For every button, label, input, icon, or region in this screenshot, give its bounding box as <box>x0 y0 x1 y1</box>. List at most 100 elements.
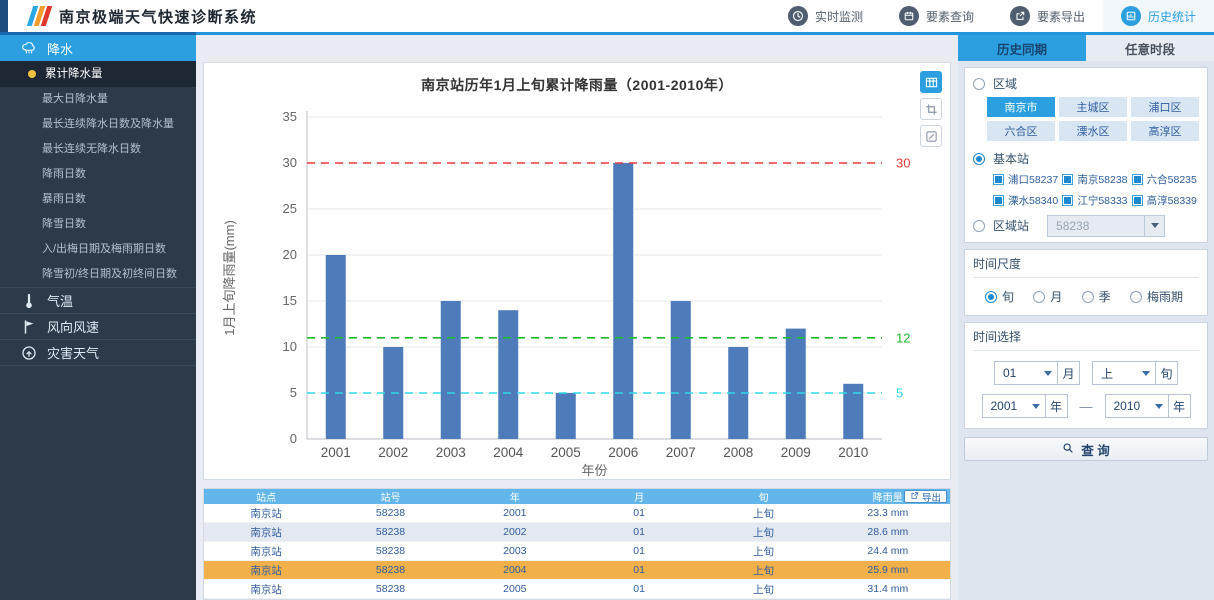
station-checkbox-nanjing-58238[interactable]: 南京58238 <box>1062 172 1129 187</box>
table-cell: 2003 <box>503 545 527 557</box>
table-column-header: 站点 <box>256 493 277 504</box>
sidebar-item-meiyu-dates[interactable]: 入/出梅日期及梅雨期日数 <box>42 243 167 255</box>
chart-toolbar <box>920 71 942 147</box>
table-row[interactable]: 南京站 58238 2004 01 上旬 25.9 mm <box>204 561 950 580</box>
period-select[interactable]: 上 旬 <box>1092 361 1178 385</box>
station-label: 江宁58333 <box>1077 195 1128 207</box>
region-radio[interactable] <box>973 77 985 90</box>
year-from-select[interactable]: 2001 年 <box>981 394 1068 418</box>
region-button-main-city[interactable]: 主城区 <box>1059 97 1127 117</box>
chart-title: 南京站历年1月上旬累计降雨量（2001-2010年） <box>421 77 733 93</box>
crop-icon <box>925 103 938 116</box>
sidebar-item-rain-days[interactable]: 降雨日数 <box>42 168 86 180</box>
table-export-label: 导出 <box>921 492 941 504</box>
sidebar-section-temperature[interactable]: 气温 <box>0 287 196 313</box>
sidebar-section-disaster-weather[interactable]: 灾害天气 <box>0 339 196 365</box>
tab-history-period[interactable]: 历史同期 <box>958 35 1086 61</box>
chevron-down-icon <box>1150 403 1168 409</box>
checkbox-icon <box>1131 174 1143 185</box>
table-row[interactable]: 南京站 58238 2005 01 上旬 31.4 mm <box>204 580 950 599</box>
month-select[interactable]: 01 月 <box>994 361 1080 385</box>
month-unit-label: 月 <box>1057 362 1079 384</box>
table-cell: 上旬 <box>752 564 774 577</box>
sidebar-section-precipitation[interactable]: 降水 <box>0 35 196 61</box>
sidebar-item-longest-consecutive-precip-days[interactable]: 最长连续降水日数及降水量 <box>42 118 174 130</box>
radio-icon <box>1081 290 1094 303</box>
edit-icon <box>925 130 938 143</box>
table-cell: 58238 <box>375 564 406 576</box>
query-button-label: 查 询 <box>1081 443 1110 458</box>
time-scale-radio-xun[interactable]: 旬 <box>985 288 1014 305</box>
sidebar-item-longest-no-precip-days[interactable]: 最长连续无降水日数 <box>42 143 141 155</box>
table-cell: 南京站 <box>250 507 282 520</box>
svg-text:年份: 年份 <box>581 463 607 477</box>
table-row[interactable]: 南京站 58238 2001 01 上旬 23.3 mm <box>204 504 950 523</box>
svg-text:5: 5 <box>290 385 297 400</box>
nav-realtime-monitor[interactable]: 实时监测 <box>770 0 881 32</box>
table-row[interactable]: 南京站 58238 2002 01 上旬 28.6 mm <box>204 523 950 542</box>
table-cell: 南京站 <box>250 583 282 596</box>
sidebar-item-snow-days[interactable]: 降雪日数 <box>42 218 86 230</box>
chevron-down-icon <box>1137 370 1155 376</box>
svg-text:2002: 2002 <box>378 445 408 460</box>
chart-table-toggle-button[interactable] <box>920 71 942 93</box>
radio-icon <box>985 290 997 303</box>
table-cell: 南京站 <box>250 545 282 558</box>
station-checkbox-pukou-58237[interactable]: 浦口58237 <box>993 172 1060 187</box>
svg-text:2007: 2007 <box>666 445 696 460</box>
chevron-down-icon <box>1144 215 1164 236</box>
checkbox-icon <box>1131 195 1143 206</box>
region-button-gaochun-district[interactable]: 高淳区 <box>1131 121 1199 141</box>
station-checkbox-lishui-58340[interactable]: 溧水58340 <box>993 193 1060 208</box>
regional-station-select[interactable]: 58238 <box>1047 214 1166 237</box>
table-cell: 01 <box>633 507 645 519</box>
header-strip-left <box>0 32 196 35</box>
station-label: 六合58235 <box>1146 174 1197 186</box>
table-export-button[interactable]: 导出 <box>903 490 947 504</box>
table-cell: 南京站 <box>250 526 282 539</box>
month-select-value: 01 <box>1003 366 1017 380</box>
region-button-nanjing-city[interactable]: 南京市 <box>987 97 1055 117</box>
table-cell: 上旬 <box>752 526 774 539</box>
regional-station-radio[interactable] <box>973 219 985 232</box>
station-checkbox-gaochun-58339[interactable]: 高淳58339 <box>1131 193 1199 208</box>
region-button-pukou-district[interactable]: 浦口区 <box>1131 97 1199 117</box>
station-checkbox-luhe-58235[interactable]: 六合58235 <box>1131 172 1199 187</box>
tab-custom-period[interactable]: 任意时段 <box>1086 35 1214 61</box>
time-scale-radio-season[interactable]: 季 <box>1081 288 1111 305</box>
basic-station-radio[interactable] <box>973 152 985 165</box>
nav-element-query[interactable]: 要素查询 <box>881 0 992 32</box>
table-column-header: 年 <box>509 493 520 504</box>
region-options: 南京市 主城区 浦口区六合区 溧水区 高淳区 <box>973 94 1199 148</box>
region-button-luhe-district[interactable]: 六合区 <box>987 121 1055 141</box>
regional-station-select-value: 58238 <box>1056 218 1090 233</box>
nav-element-export[interactable]: 要素导出 <box>992 0 1103 32</box>
sidebar-section-wind-direction-speed[interactable]: 风向风速 <box>0 313 196 339</box>
time-scale-label: 季 <box>1098 290 1111 304</box>
time-scale-radio-meiyu-period[interactable]: 梅雨期 <box>1129 288 1183 305</box>
table-row[interactable]: 南京站 58238 2003 01 上旬 24.4 mm <box>204 542 950 561</box>
svg-text:5: 5 <box>896 386 903 401</box>
year-to-select[interactable]: 2010 年 <box>1104 394 1191 418</box>
sidebar-item-cumulative-precipitation[interactable]: 累计降水量 <box>0 61 196 87</box>
sidebar-section-label: 灾害天气 <box>47 346 100 361</box>
station-checkbox-jiangning-58333[interactable]: 江宁58333 <box>1062 193 1129 208</box>
svg-text:30: 30 <box>896 156 910 171</box>
sidebar-item-snow-first-last-dates[interactable]: 降雪初/终日期及初终间日数 <box>42 268 178 280</box>
table-cell: 2001 <box>503 507 527 519</box>
sidebar-item-rainstorm-days[interactable]: 暴雨日数 <box>42 193 86 205</box>
time-scale-title: 时间尺度 <box>973 255 1199 278</box>
chart-edit-button[interactable] <box>920 125 942 147</box>
chart-zoom-button[interactable] <box>920 98 942 120</box>
query-button[interactable]: 查 询 <box>964 437 1208 461</box>
radio-icon <box>1129 290 1142 303</box>
svg-text:1月上旬降雨量(mm): 1月上旬降雨量(mm) <box>222 220 237 336</box>
time-scale-radio-month[interactable]: 月 <box>1033 288 1062 305</box>
region-button-lishui-district[interactable]: 溧水区 <box>1059 121 1127 141</box>
nav-history-stats[interactable]: 历史统计 <box>1102 0 1214 32</box>
svg-text:25: 25 <box>283 201 297 216</box>
time-scale-label: 月 <box>1050 290 1063 304</box>
search-icon <box>1062 442 1074 457</box>
sidebar-item-max-daily-precipitation[interactable]: 最大日降水量 <box>42 93 108 105</box>
